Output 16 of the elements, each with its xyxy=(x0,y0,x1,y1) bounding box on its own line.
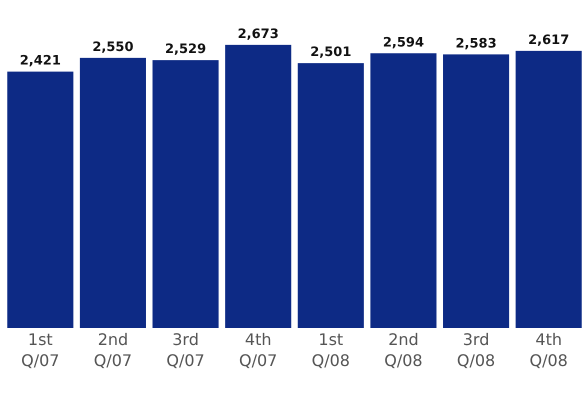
data-label: 2,501 xyxy=(310,45,352,60)
x-tick-label: 3rd Q/08 xyxy=(456,330,496,370)
data-label: 2,583 xyxy=(456,36,497,52)
data-label: 2,529 xyxy=(165,42,206,58)
x-tick-label: 1st Q/08 xyxy=(312,330,350,370)
data-label: 2,550 xyxy=(92,40,134,55)
data-label: 2,617 xyxy=(528,32,570,48)
x-tick-label: 4th Q/08 xyxy=(530,330,568,370)
x-tick-label: 2nd Q/07 xyxy=(94,330,132,370)
x-tick-label: 4th Q/07 xyxy=(239,330,278,370)
x-tick-label: 1st Q/07 xyxy=(21,330,60,370)
x-tick-label: 3rd Q/07 xyxy=(166,330,205,370)
x-tick-label: 2nd Q/08 xyxy=(384,330,423,370)
data-label: 2,421 xyxy=(20,54,61,69)
data-label: 2,673 xyxy=(238,26,279,42)
data-label: 2,594 xyxy=(382,35,424,50)
